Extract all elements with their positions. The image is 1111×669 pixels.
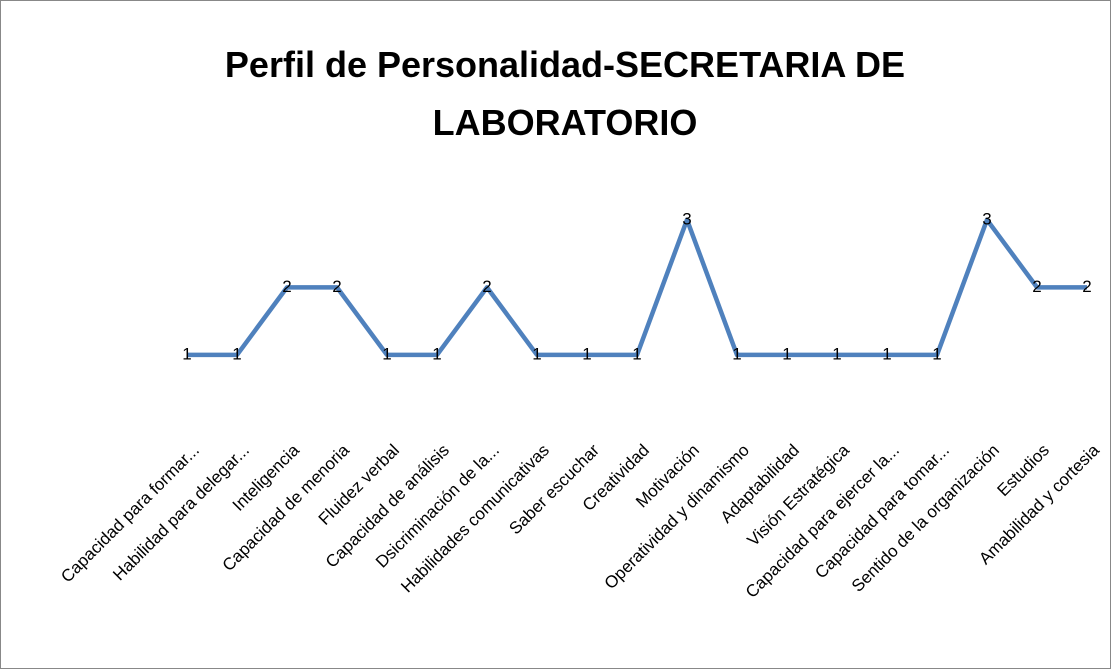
chart-title: Perfil de Personalidad-SECRETARIA DE LAB… [224,44,906,143]
data-label: 1 [632,344,641,363]
data-label: 2 [332,277,341,296]
data-label: 1 [832,344,841,363]
data-label: 1 [232,344,241,363]
data-label: 1 [782,344,791,363]
data-label: 1 [732,344,741,363]
data-label: 3 [682,209,691,228]
data-label: 1 [882,344,891,363]
data-label: 2 [1032,277,1041,296]
data-label: 1 [382,344,391,363]
data-label: 2 [482,277,491,296]
data-label: 1 [532,344,541,363]
data-label: 1 [182,344,191,363]
data-label: 1 [432,344,441,363]
data-line [187,217,1087,358]
data-label: 2 [282,277,291,296]
data-label: 1 [932,344,941,363]
data-label: 1 [582,344,591,363]
data-label: 3 [982,209,991,228]
x-tick-label: Saber escuchar [505,440,603,538]
data-label: 2 [1082,277,1091,296]
